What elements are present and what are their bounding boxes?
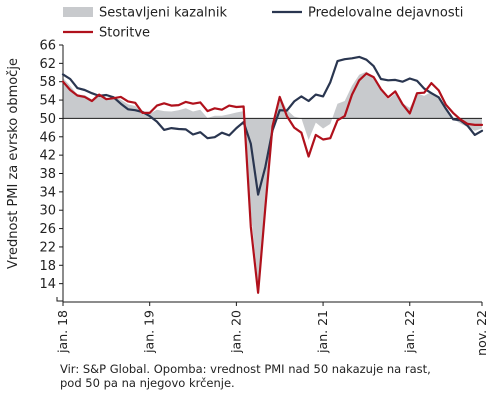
y-tick-label: 22 xyxy=(39,240,56,255)
x-tick-label: jan. 21 xyxy=(315,310,330,354)
legend-label: Storitve xyxy=(99,26,150,41)
series-line-storitve xyxy=(61,72,484,294)
y-axis-title: Vrednost PMI za evrsko območje xyxy=(6,58,21,269)
y-tick-label: 38 xyxy=(39,167,56,182)
y-axis-break-marker xyxy=(56,297,63,302)
legend-label: Predelovalne dejavnosti xyxy=(308,6,463,21)
pmi-line-chart: 14 18 22 26 30 34 38 42 46 50 54 58 62 66 jan. 18 jan. … xyxy=(6,6,489,356)
y-tick-label: 66 xyxy=(39,39,56,54)
y-tick-label: 18 xyxy=(39,259,56,274)
chart-canvas: 14 18 22 26 30 34 38 42 46 50 54 58 62 66 jan. 18 jan. … xyxy=(6,6,489,356)
y-tick-label: 42 xyxy=(39,149,56,164)
y-tick-label: 14 xyxy=(39,277,56,292)
x-tick-label: jan. 19 xyxy=(142,310,157,354)
y-tick-label: 30 xyxy=(39,204,56,219)
legend-label: Sestavljeni kazalnik xyxy=(99,6,228,21)
series-area-composite xyxy=(63,71,482,286)
y-tick-label: 58 xyxy=(39,75,56,90)
source-note: Vir: S&P Global. Opomba: vrednost PMI na… xyxy=(60,362,485,390)
source-note-line-1: Vir: S&P Global. Opomba: vrednost PMI na… xyxy=(60,362,431,376)
x-tick-label: jan. 18 xyxy=(55,310,70,354)
source-note-line-2: pod 50 pa na njegovo krčenje. xyxy=(60,376,235,390)
x-tick-label: jan. 20 xyxy=(228,310,243,354)
legend-swatch-area xyxy=(63,7,93,17)
x-tick-label: nov. 22 xyxy=(474,310,489,356)
y-tick-label: 54 xyxy=(39,94,56,109)
y-tick-label: 46 xyxy=(39,130,56,145)
x-tick-label: jan. 22 xyxy=(402,310,417,354)
y-tick-label: 62 xyxy=(39,57,56,72)
y-tick-label: 34 xyxy=(39,185,56,200)
y-tick-label: 26 xyxy=(39,222,56,237)
y-tick-label: 50 xyxy=(39,112,56,127)
